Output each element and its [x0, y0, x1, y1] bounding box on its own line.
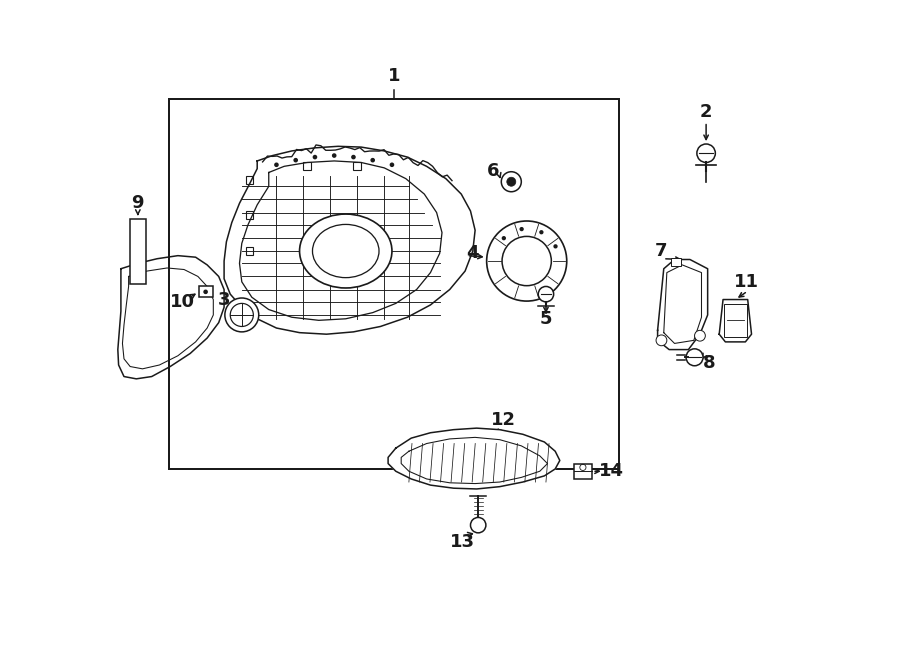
Bar	[168, 99, 619, 469]
Circle shape	[554, 244, 558, 249]
Circle shape	[501, 236, 506, 241]
Circle shape	[695, 330, 706, 341]
Circle shape	[203, 290, 208, 294]
Text: 4: 4	[466, 245, 479, 262]
Text: 9: 9	[131, 194, 144, 212]
Circle shape	[371, 158, 375, 163]
Polygon shape	[224, 146, 475, 334]
Bar	[130, 219, 146, 284]
Circle shape	[230, 303, 254, 327]
Text: 13: 13	[450, 533, 475, 551]
Text: 5: 5	[540, 310, 553, 328]
Bar	[671, 258, 680, 266]
Circle shape	[501, 172, 521, 192]
Circle shape	[686, 349, 703, 366]
Circle shape	[332, 153, 337, 158]
Circle shape	[507, 177, 516, 186]
Circle shape	[539, 230, 544, 235]
Bar	[354, 163, 361, 170]
Text: 11: 11	[734, 273, 759, 291]
Polygon shape	[118, 256, 224, 379]
Text: 7: 7	[655, 242, 668, 260]
Circle shape	[390, 163, 394, 167]
Ellipse shape	[300, 214, 392, 288]
Circle shape	[225, 298, 258, 332]
Bar	[246, 247, 254, 255]
Circle shape	[519, 227, 524, 231]
Bar	[573, 463, 592, 479]
Circle shape	[656, 335, 667, 346]
Polygon shape	[388, 428, 560, 489]
Text: 14: 14	[598, 462, 624, 481]
Text: 3: 3	[218, 291, 230, 309]
Polygon shape	[719, 299, 752, 342]
Text: 1: 1	[388, 67, 400, 85]
Circle shape	[312, 155, 318, 159]
Text: 6: 6	[487, 162, 500, 180]
Text: 2: 2	[700, 103, 713, 122]
Bar	[199, 286, 212, 297]
Bar	[303, 163, 311, 170]
Bar	[246, 211, 254, 219]
Polygon shape	[658, 260, 707, 350]
Circle shape	[502, 237, 552, 286]
Bar	[724, 304, 747, 337]
Text: 8: 8	[703, 354, 716, 372]
Circle shape	[351, 155, 356, 159]
Circle shape	[697, 144, 716, 163]
Circle shape	[274, 163, 279, 167]
Bar	[246, 176, 254, 184]
Circle shape	[487, 221, 567, 301]
Circle shape	[293, 158, 298, 163]
Ellipse shape	[312, 225, 379, 278]
Text: 10: 10	[170, 293, 195, 311]
Circle shape	[538, 286, 554, 302]
Circle shape	[471, 518, 486, 533]
Text: 12: 12	[491, 411, 516, 430]
